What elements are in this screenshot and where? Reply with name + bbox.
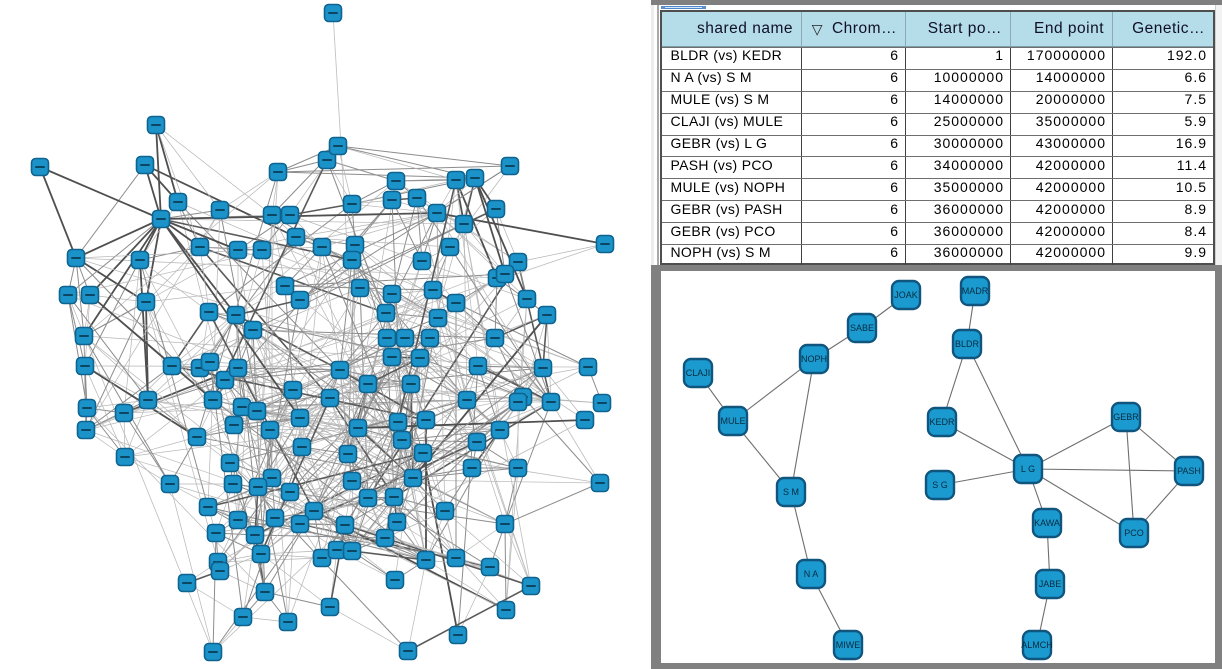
svg-text:JOAK: JOAK — [894, 290, 918, 300]
svg-text:S G: S G — [932, 480, 948, 490]
svg-text:PCO: PCO — [1124, 528, 1144, 538]
svg-text:KEDR: KEDR — [929, 417, 955, 427]
svg-text:CLAJI: CLAJI — [686, 368, 711, 378]
svg-text:S M: S M — [783, 487, 799, 497]
svg-text:ALMCH: ALMCH — [1021, 640, 1053, 650]
svg-text:KAWA: KAWA — [1034, 518, 1060, 528]
svg-text:N A: N A — [804, 569, 819, 579]
svg-text:JABE: JABE — [1039, 579, 1062, 589]
svg-text:NOPH: NOPH — [801, 354, 827, 364]
svg-text:GEBR: GEBR — [1113, 412, 1139, 422]
svg-text:PASH: PASH — [1177, 466, 1201, 476]
svg-text:MULE: MULE — [720, 416, 745, 426]
svg-text:BLDR: BLDR — [955, 339, 980, 349]
svg-text:MIWE: MIWE — [836, 640, 861, 650]
svg-text:MADR: MADR — [962, 286, 989, 296]
svg-text:L G: L G — [1021, 464, 1035, 474]
svg-text:SABE: SABE — [850, 323, 874, 333]
